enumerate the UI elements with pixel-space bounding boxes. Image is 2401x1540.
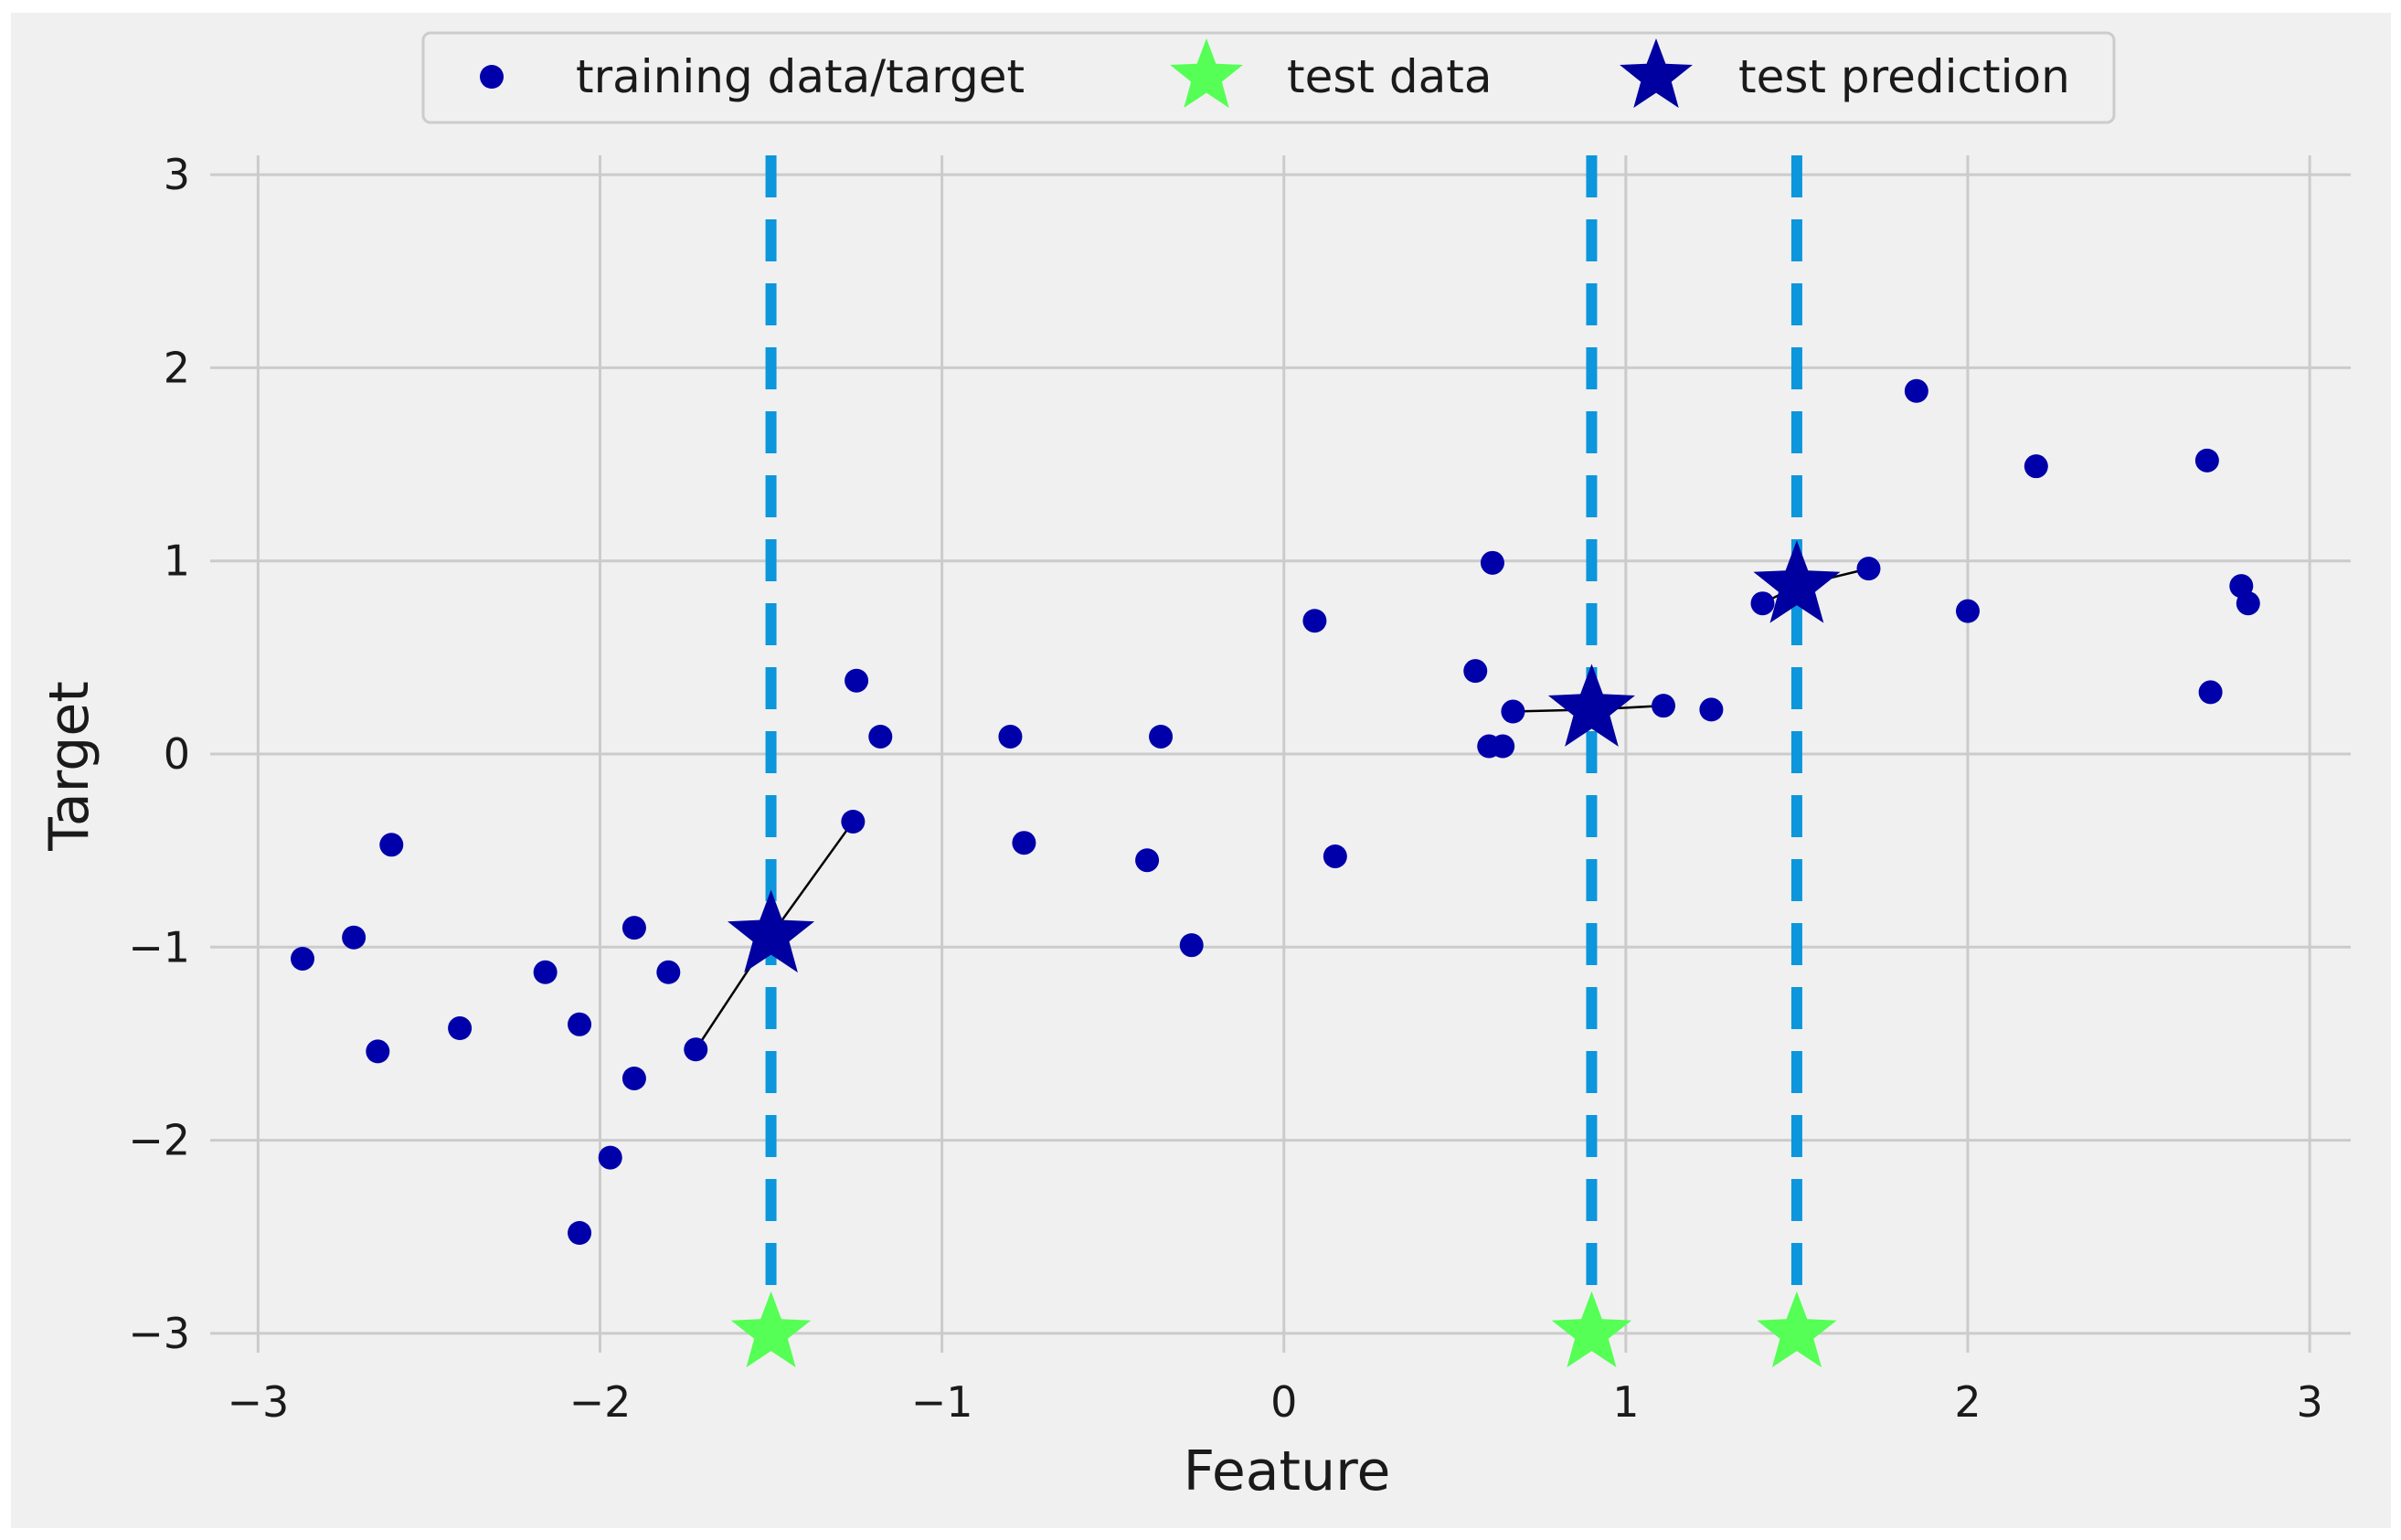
test-lines — [765, 155, 1802, 1353]
training-point — [1750, 591, 1775, 616]
y-tick-label: 3 — [164, 150, 190, 199]
x-tick-label: 1 — [1612, 1377, 1639, 1427]
legend-marker — [1620, 38, 1693, 108]
x-tick-label: −3 — [227, 1377, 289, 1427]
training-point — [1135, 848, 1160, 873]
training-point — [1323, 844, 1347, 868]
training-point — [1856, 557, 1881, 581]
legend-label: training data/target — [576, 50, 1025, 103]
test-data-star — [1757, 1290, 1837, 1368]
training-point — [379, 833, 404, 857]
y-tick-label: 2 — [164, 343, 190, 392]
legend-label: test data — [1287, 50, 1493, 103]
legend-label: test prediction — [1738, 50, 2070, 103]
training-point — [2024, 454, 2048, 479]
x-tick-label: −2 — [569, 1377, 632, 1427]
training-point — [291, 946, 315, 971]
x-axis-title: Feature — [1184, 1439, 1391, 1503]
neighbor-link — [770, 821, 855, 937]
scatter-points — [291, 378, 2260, 1368]
training-point — [868, 724, 893, 749]
training-point — [1699, 697, 1724, 722]
test-data-star — [1551, 1290, 1632, 1368]
training-point — [1652, 694, 1676, 718]
training-point — [1012, 831, 1036, 855]
training-point — [1179, 933, 1204, 958]
training-point — [621, 1066, 646, 1090]
training-point — [366, 1039, 390, 1064]
legend-marker — [480, 65, 504, 89]
training-point — [684, 1037, 708, 1062]
y-tick-label: −3 — [128, 1309, 190, 1358]
training-point — [1480, 550, 1504, 575]
training-point — [998, 724, 1023, 749]
legend-box — [421, 31, 2116, 124]
x-tick-label: 2 — [1954, 1377, 1981, 1427]
y-tick-label: 0 — [164, 729, 190, 779]
training-point — [2198, 680, 2223, 705]
training-point — [1955, 599, 1980, 623]
training-point — [1302, 609, 1327, 633]
training-point — [845, 668, 869, 693]
y-tick-label: 1 — [164, 536, 190, 586]
test-prediction-star — [728, 889, 815, 973]
training-point — [533, 960, 558, 984]
test-prediction-star — [1547, 664, 1635, 747]
training-point — [2236, 591, 2260, 616]
grid — [210, 155, 2351, 1353]
training-point — [2194, 448, 2219, 473]
test-data-star — [730, 1290, 812, 1368]
training-point — [1904, 378, 1928, 403]
figure-panel — [11, 13, 2391, 1528]
training-point — [448, 1016, 473, 1041]
training-point — [656, 960, 681, 984]
y-axis-title: Target — [37, 681, 101, 852]
training-point — [1149, 724, 1174, 749]
training-point — [841, 809, 866, 834]
test-prediction-star — [1753, 540, 1841, 623]
tick-labels: −3 −2 −1 0 1 2 3 −3 −2 −1 0 1 2 3 — [128, 150, 2323, 1427]
y-tick-label: −2 — [128, 1116, 190, 1165]
x-tick-label: 3 — [2296, 1377, 2322, 1427]
legend: training data/target test data test predic… — [421, 31, 2116, 124]
training-point — [1491, 734, 1515, 759]
training-point — [1501, 699, 1525, 724]
training-point — [342, 925, 367, 950]
legend-marker — [1170, 38, 1243, 108]
training-point — [598, 1145, 622, 1170]
y-tick-label: −1 — [128, 922, 190, 972]
x-tick-label: −1 — [911, 1377, 973, 1427]
training-point — [568, 1012, 592, 1036]
training-point — [1463, 659, 1488, 684]
training-point — [621, 916, 646, 940]
x-tick-label: 0 — [1270, 1377, 1297, 1427]
training-point — [568, 1221, 592, 1245]
